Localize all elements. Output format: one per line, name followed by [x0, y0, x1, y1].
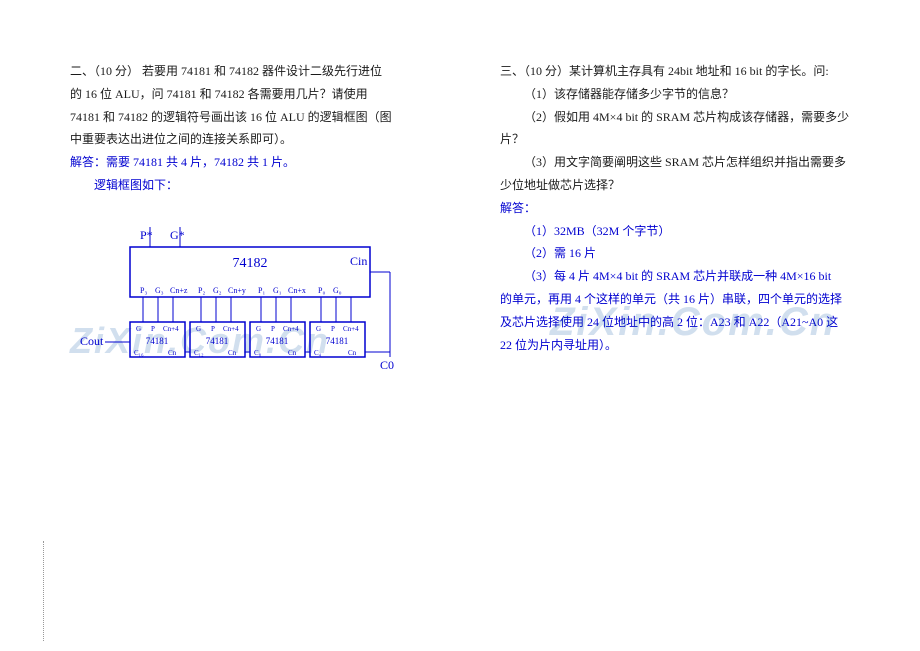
sub2-c12: C₁₂ [194, 349, 204, 357]
chip1-label: 74181 [146, 336, 169, 346]
q3-sub2: （2）假如用 4M×4 bit 的 SRAM 芯片构成该存储器，需要多少 [500, 106, 870, 129]
q3-sub2b: 片？ [500, 128, 870, 151]
sub4-c4: C₄ [314, 349, 322, 357]
sub2-pin-p: P [211, 325, 215, 333]
pin-cnz: Cn+z [170, 286, 188, 295]
chip4-label: 74181 [326, 336, 349, 346]
q3-sub3b: 少位地址做芯片选择？ [500, 174, 870, 197]
pin-g2: G₂ [213, 286, 222, 295]
cin-label: Cin [350, 254, 367, 268]
diagram-svg: 74182 P* G* Cin P₃ G₃ Cn+z P₂ G₂ Cn+y P₁… [70, 217, 410, 387]
q2-line4: 中重要表达出进位之间的连接关系即可）。 [70, 128, 440, 151]
sub4-pin-p: P [331, 325, 335, 333]
cout-label: Cout [80, 334, 104, 348]
pstar-label: P* [140, 228, 153, 242]
right-column: 三、（10 分）某计算机主存具有 24bit 地址和 16 bit 的字长。问:… [500, 60, 870, 395]
pin-p3: P₃ [140, 286, 147, 295]
q3-ans3: （3）每 4 片 4M×4 bit 的 SRAM 芯片并联成一种 4M×16 b… [500, 265, 870, 288]
chip-74182-label: 74182 [233, 256, 268, 271]
q3-line1: 三、（10 分）某计算机主存具有 24bit 地址和 16 bit 的字长。问: [500, 60, 870, 83]
pin-g1: G₁ [273, 286, 282, 295]
sub4-cn: Cn [348, 349, 357, 357]
pin-cnx: Cn+x [288, 286, 306, 295]
q2-line2: 的 16 位 ALU，问 74181 和 74182 各需要用几片？请使用 [70, 83, 440, 106]
sub3-pin-p: P [271, 325, 275, 333]
sub1-pin-g: G [136, 325, 141, 333]
q3-ans3b: 的单元，再用 4 个这样的单元（共 16 片）串联，四个单元的选择 [500, 288, 870, 311]
q2-ans2: 逻辑框图如下： [70, 174, 440, 197]
sub1-c16: C₁₆ [134, 349, 144, 357]
q3-ans1: （1）32MB（32M 个字节） [500, 220, 870, 243]
q3-ans3d: 22 位为片内寻址用）。 [500, 334, 870, 357]
sub2-cn: Cn [228, 349, 237, 357]
pin-p2: P₂ [198, 286, 205, 295]
q3-sub1: （1）该存储器能存储多少字节的信息？ [500, 83, 870, 106]
sub2-pin-g: G [196, 325, 201, 333]
left-column: 二、（10 分） 若要用 74181 和 74182 器件设计二级先行进位 的 … [70, 60, 440, 395]
pin-p1: P₁ [258, 286, 265, 295]
gstar-label: G* [170, 228, 185, 242]
q3-ans-label: 解答： [500, 197, 870, 220]
sub1-cn: Cn [168, 349, 177, 357]
q3-ans3c: 及芯片选择使用 24 位地址中的高 2 位：A23 和 A22（A21~A0 这 [500, 311, 870, 334]
q2-line3: 74181 和 74182 的逻辑符号画出该 16 位 ALU 的逻辑框图（图 [70, 106, 440, 129]
pin-g0: G₀ [333, 286, 342, 295]
sub4-pin-cn4: Cn+4 [343, 325, 359, 333]
q2-ans1: 解答：需要 74181 共 4 片，74182 共 1 片。 [70, 151, 440, 174]
sub3-cn: Cn [288, 349, 297, 357]
q3-sub3: （3）用文字简要阐明这些 SRAM 芯片怎样组织并指出需要多 [500, 151, 870, 174]
sub3-pin-cn4: Cn+4 [283, 325, 299, 333]
page-content: 二、（10 分） 若要用 74181 和 74182 器件设计二级先行进位 的 … [0, 0, 920, 425]
pin-p0: P₀ [318, 286, 325, 295]
sub3-c8: C₈ [254, 349, 262, 357]
margin-dotted-line [43, 541, 44, 641]
pin-cny: Cn+y [228, 286, 246, 295]
sub4-pin-g: G [316, 325, 321, 333]
chip2-label: 74181 [206, 336, 229, 346]
chip3-label: 74181 [266, 336, 289, 346]
c0-label: C0 [380, 358, 394, 372]
sub3-pin-g: G [256, 325, 261, 333]
sub2-pin-cn4: Cn+4 [223, 325, 239, 333]
pin-g3: G₃ [155, 286, 164, 295]
sub1-pin-p: P [151, 325, 155, 333]
alu-diagram: 74182 P* G* Cin P₃ G₃ Cn+z P₂ G₂ Cn+y P₁… [70, 217, 440, 395]
q2-line1: 二、（10 分） 若要用 74181 和 74182 器件设计二级先行进位 [70, 60, 440, 83]
q3-ans2: （2）需 16 片 [500, 242, 870, 265]
sub1-pin-cn4: Cn+4 [163, 325, 179, 333]
